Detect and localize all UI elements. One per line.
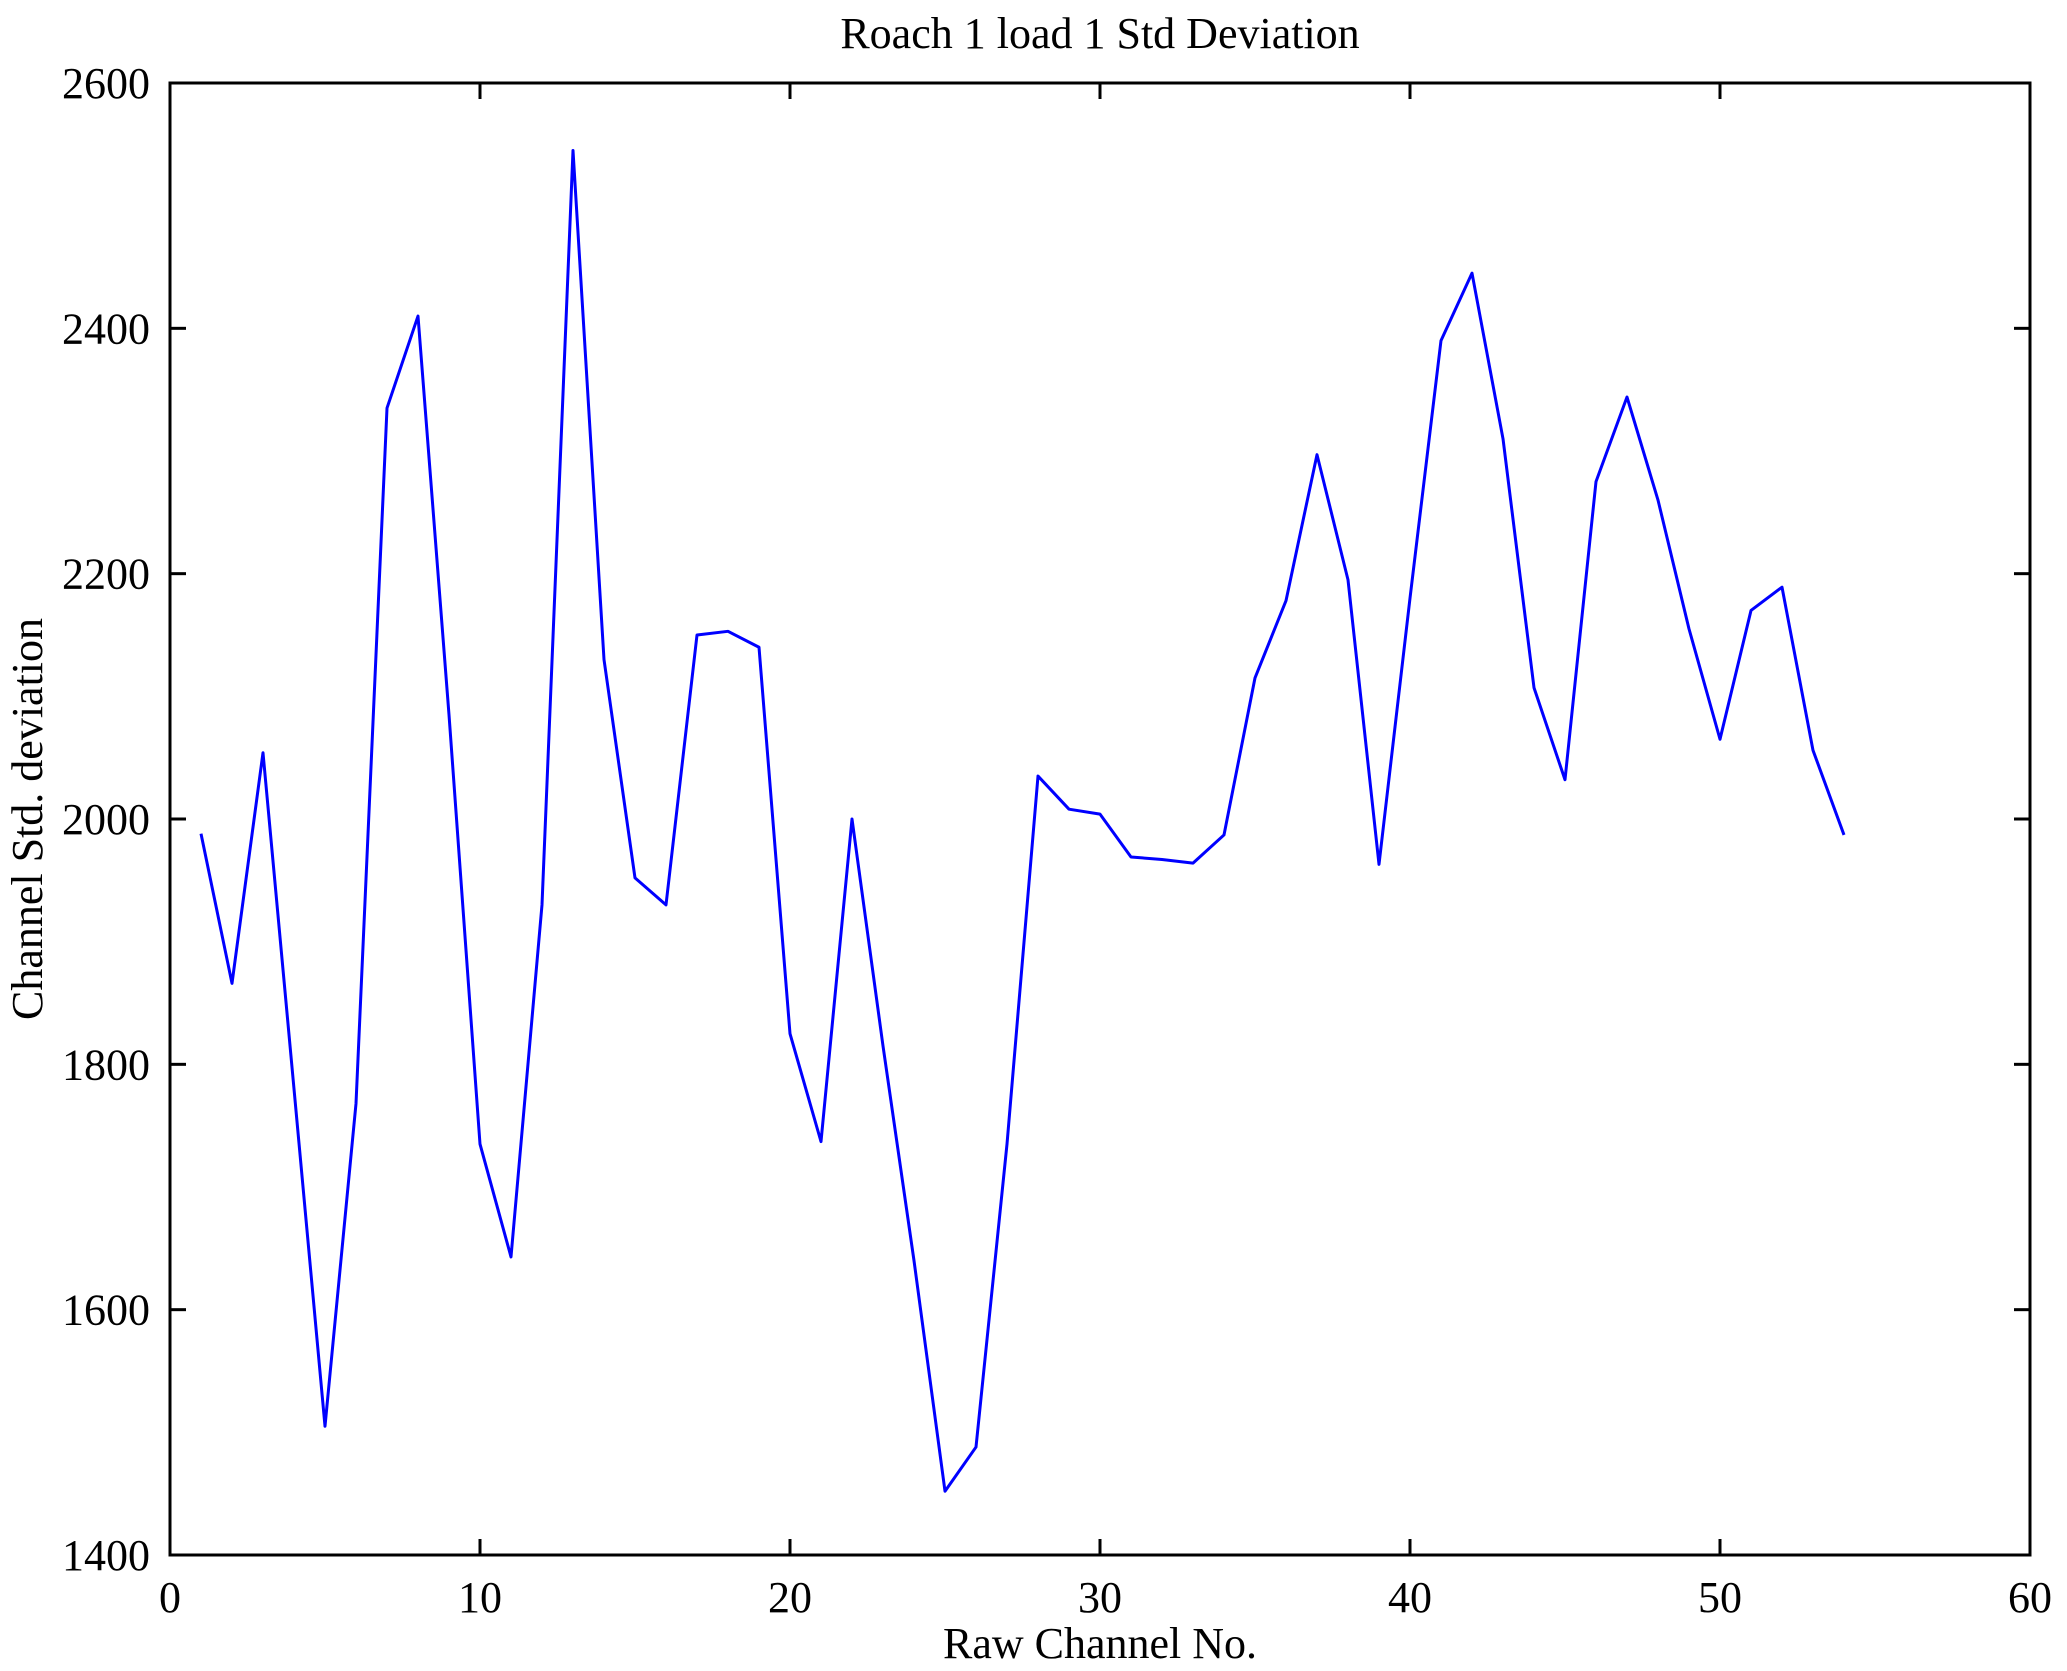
y-tick-label: 2200 [62,550,150,599]
data-series [199,148,1846,1493]
y-tick-label: 2000 [62,795,150,844]
chart-title: Roach 1 load 1 Std Deviation [840,9,1359,58]
y-axis-label: Channel Std. deviation [3,618,52,1020]
plot-box [168,81,2032,1557]
y-tick-label: 1400 [62,1531,150,1580]
y-tick-label: 1800 [62,1040,150,1089]
y-tick-label: 1600 [62,1286,150,1335]
x-tick-label: 30 [1078,1573,1122,1622]
data-line [199,148,1846,1493]
x-tick-label: 0 [159,1573,181,1622]
axes: 0 10 20 30 40 50 60 1400 1600 1800 2000 2200 2400 260… [62,59,2052,1622]
x-tick-label: 50 [1698,1573,1742,1622]
x-tick-label: 40 [1388,1573,1432,1622]
x-tick-label: 10 [458,1573,502,1622]
x-tick-label: 20 [768,1573,812,1622]
x-tick-label: 60 [2008,1573,2052,1622]
x-axis-label: Raw Channel No. [943,1619,1257,1668]
y-tick-label: 2400 [62,304,150,353]
y-tick-label: 2600 [62,59,150,108]
